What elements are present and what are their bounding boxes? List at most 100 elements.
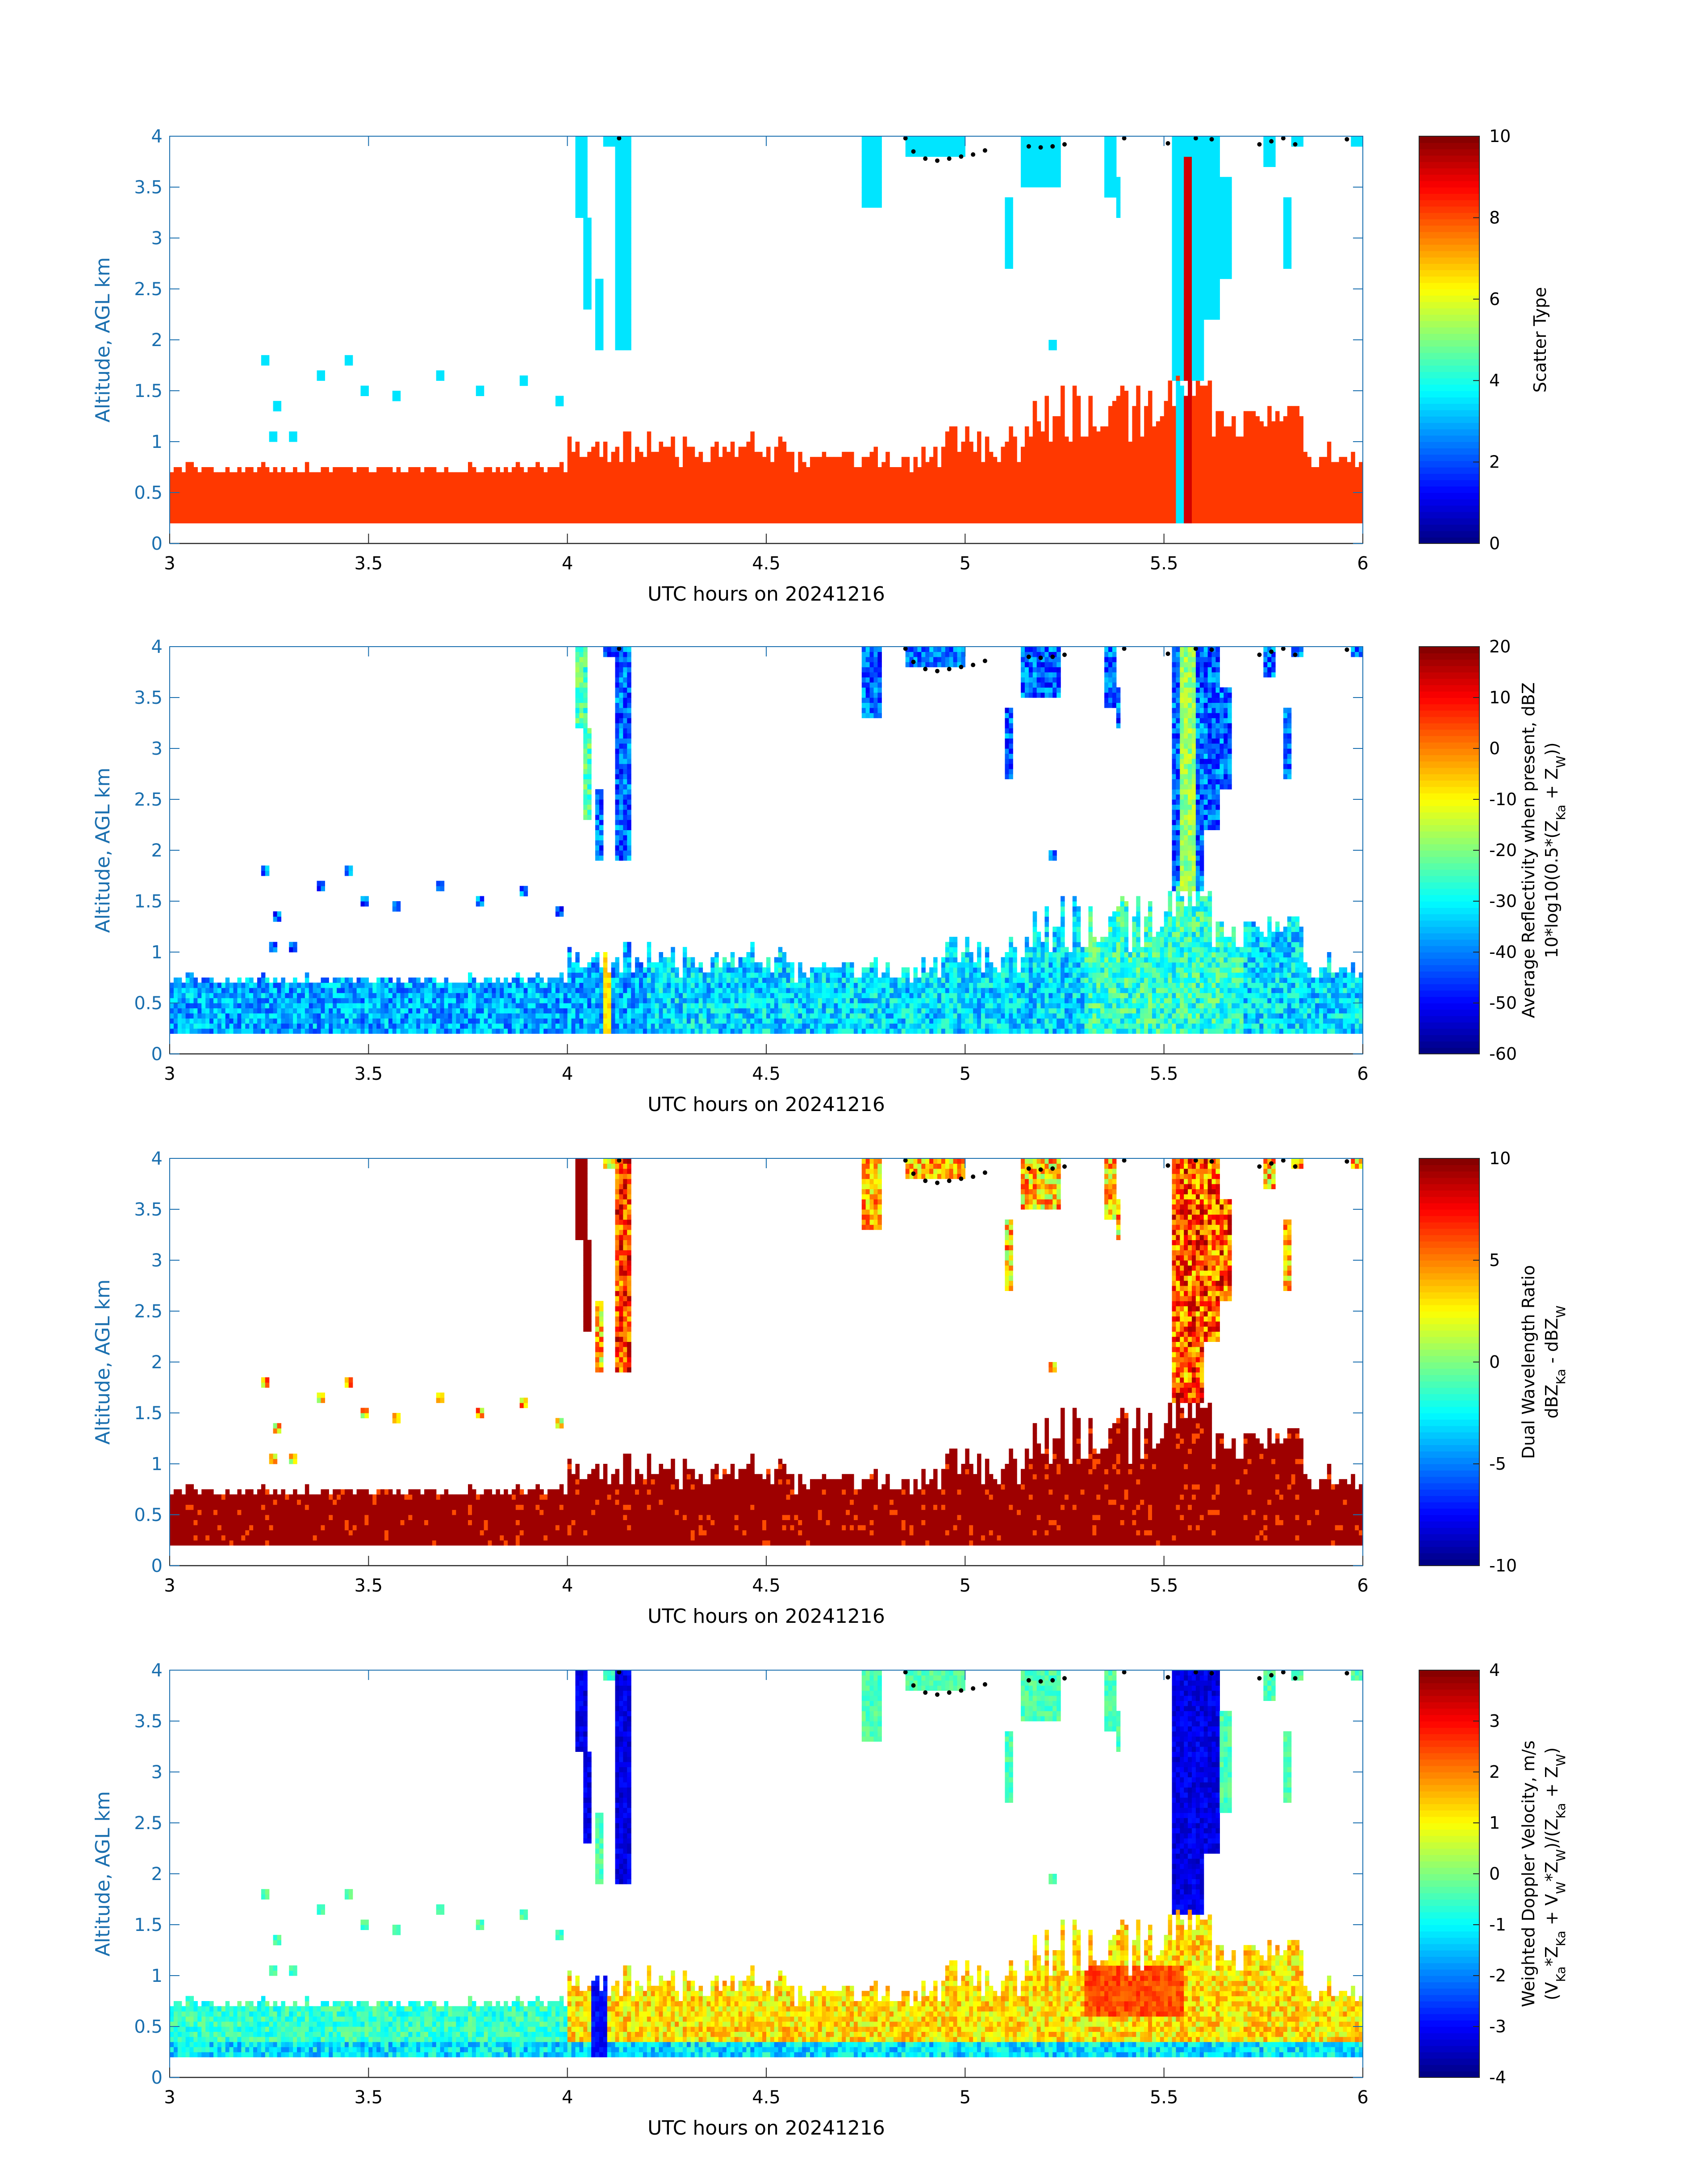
heatmap-cell (734, 487, 739, 493)
heatmap-cell (1199, 222, 1204, 228)
heatmap-cell (352, 513, 357, 518)
heatmap-cell (1168, 472, 1173, 478)
heatmap-cell (754, 518, 759, 523)
heatmap-cell (1021, 497, 1025, 503)
heatmap-cell (185, 508, 190, 514)
heatmap-cell (523, 380, 528, 386)
heatmap-cell (921, 451, 926, 457)
heatmap-cell (1203, 156, 1208, 162)
heatmap-cell (1195, 345, 1200, 351)
heatmap-cell (583, 299, 588, 305)
heatmap-cell (504, 502, 508, 508)
heatmap-cell (404, 513, 409, 518)
heatmap-cell (1172, 268, 1176, 274)
heatmap-cell (285, 518, 289, 523)
heatmap-cell (961, 141, 965, 147)
heatmap-cell (476, 487, 480, 493)
heatmap-cell (504, 482, 508, 488)
heatmap-cell (627, 518, 631, 523)
heatmap-cell (305, 467, 309, 472)
heatmap-cell (273, 436, 278, 442)
heatmap-cell (706, 513, 711, 518)
heatmap-cell (1168, 482, 1173, 488)
heatmap-cell (969, 462, 973, 468)
heatmap-cell (690, 447, 695, 452)
heatmap-cell (627, 162, 631, 167)
heatmap-cell (1176, 182, 1180, 188)
heatmap-cell (714, 457, 719, 463)
heatmap-cell (1092, 513, 1097, 518)
heatmap-cell (428, 497, 433, 503)
heatmap-cell (786, 477, 791, 483)
heatmap-cell (189, 487, 194, 493)
heatmap-cell (877, 508, 882, 514)
heatmap-cell (1203, 171, 1208, 177)
heatmap-cell (1156, 451, 1161, 457)
heatmap-cell (575, 162, 580, 167)
heatmap-cell (1136, 502, 1140, 508)
heatmap-cell (627, 207, 631, 213)
heatmap-cell (1219, 472, 1224, 478)
heatmap-cell (818, 472, 823, 478)
heatmap-cell (356, 497, 361, 503)
heatmap-cell (1128, 457, 1133, 463)
heatmap-cell (1180, 508, 1184, 514)
heatmap-cell (233, 487, 238, 493)
heatmap-cell (1203, 411, 1208, 417)
heatmap-cell (285, 482, 289, 488)
heatmap-cell (1057, 513, 1061, 518)
heatmap-cell (1199, 156, 1204, 162)
heatmap-cell (1096, 457, 1101, 463)
heatmap-cell (1132, 426, 1136, 432)
heatmap-cell (1116, 457, 1121, 463)
heatmap-cell (261, 513, 266, 518)
heatmap-cell (1024, 513, 1029, 518)
heatmap-cell (965, 508, 969, 514)
heatmap-cell (583, 482, 588, 488)
heatmap-cell (583, 213, 588, 218)
heatmap-cell (599, 508, 604, 514)
heatmap-cell (380, 508, 385, 514)
heatmap-cell (1180, 340, 1184, 345)
heatmap-cell (595, 487, 600, 493)
heatmap-cell (1199, 401, 1204, 406)
heatmap-cell (742, 508, 747, 514)
heatmap-cell (1092, 426, 1097, 432)
heatmap-cell (301, 482, 305, 488)
heatmap-cell (1048, 345, 1053, 351)
heatmap-cell (269, 472, 274, 478)
heatmap-cell (1219, 233, 1224, 238)
heatmap-cell (850, 493, 854, 498)
heatmap-cell (492, 482, 496, 488)
heatmap-cell (869, 513, 874, 518)
heatmap-cell (400, 482, 405, 488)
heatmap-cell (993, 513, 998, 518)
heatmap-cell (1148, 487, 1153, 493)
heatmap-cell (456, 477, 460, 483)
heatmap-cell (388, 477, 393, 483)
heatmap-cell (579, 202, 584, 208)
heatmap-cell (607, 502, 612, 508)
heatmap-cell (412, 482, 417, 488)
heatmap-cell (1199, 508, 1204, 514)
heatmap-cell (981, 508, 986, 514)
heatmap-cell (1207, 213, 1212, 218)
heatmap-cell (921, 457, 926, 463)
heatmap-cell (1028, 477, 1033, 483)
heatmap-cell (515, 513, 520, 518)
heatmap-cell (1096, 447, 1101, 452)
heatmap-cell (1021, 462, 1025, 468)
heatmap-cell (619, 319, 623, 325)
heatmap-cell (285, 497, 289, 503)
heatmap-cell (615, 477, 620, 483)
heatmap-cell (1215, 447, 1220, 452)
heatmap-cell (635, 502, 639, 508)
heatmap-cell (567, 462, 572, 468)
heatmap-cell (917, 141, 922, 147)
heatmap-cell (1040, 431, 1045, 437)
heatmap-cell (1192, 228, 1196, 234)
heatmap-cell (925, 151, 930, 157)
heatmap-cell (623, 345, 627, 351)
heatmap-cell (746, 518, 751, 523)
heatmap-cell (1040, 497, 1045, 503)
